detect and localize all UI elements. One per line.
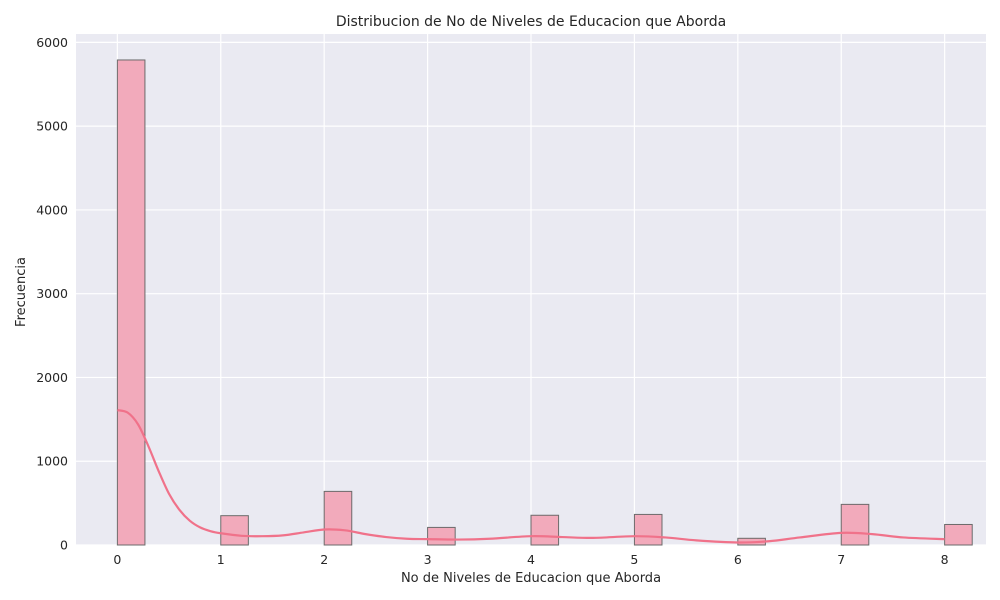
x-tick-label: 3: [424, 552, 432, 567]
kde-curve: [117, 409, 945, 544]
x-tick-label: 6: [734, 552, 742, 567]
histogram-bar: [116, 59, 146, 546]
histogram-bar: [944, 523, 973, 546]
chart-title: Distribucion de No de Niveles de Educaci…: [336, 14, 726, 30]
histogram-bar: [427, 526, 456, 546]
histogram-bar: [323, 490, 353, 546]
y-tick-label: 1000: [36, 454, 68, 469]
y-tick-label: 0: [60, 538, 68, 553]
x-tick-label: 7: [837, 552, 845, 567]
x-tick-label: 2: [320, 552, 328, 567]
y-tick-labels: 0 1000 2000 3000 4000 5000 6000: [36, 35, 68, 553]
histogram-bars: [116, 59, 973, 546]
x-tick-label: 1: [217, 552, 225, 567]
y-tick-label: 6000: [36, 35, 68, 50]
histogram-bar: [530, 514, 560, 546]
x-axis-label: No de Niveles de Educacion que Aborda: [401, 571, 661, 586]
x-tick-label: 5: [630, 552, 638, 567]
histogram-bar: [633, 513, 663, 546]
y-tick-label: 3000: [36, 286, 68, 301]
y-tick-label: 4000: [36, 202, 68, 217]
x-tick-label: 0: [113, 552, 121, 567]
x-tick-label: 8: [941, 552, 949, 567]
histogram-bar: [220, 515, 249, 546]
y-axis-label: Frecuencia: [14, 257, 29, 327]
y-tick-label: 5000: [36, 119, 68, 134]
y-tick-label: 2000: [36, 370, 68, 385]
histogram-bar: [840, 503, 870, 546]
x-tick-label: 4: [527, 552, 535, 567]
x-tick-labels: 0 1 2 3 4 5 6 7 8: [113, 552, 948, 567]
